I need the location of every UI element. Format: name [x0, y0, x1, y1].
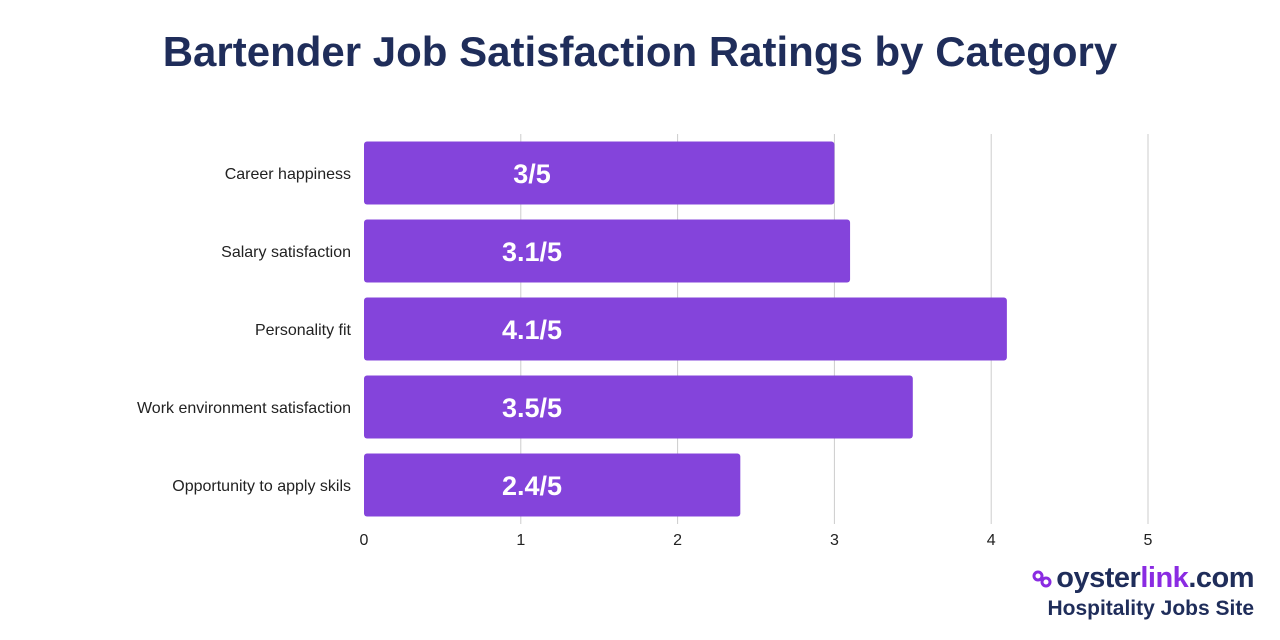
bar: [364, 375, 913, 439]
x-tick-label: 4: [987, 532, 996, 549]
x-tick-label: 1: [516, 532, 525, 549]
logo-accent: link: [1140, 562, 1189, 594]
data-label: 3.5/5: [502, 393, 562, 423]
bar: [364, 219, 851, 283]
logo-main: oyster: [1056, 562, 1141, 594]
category-label: Personality fit: [255, 322, 352, 339]
logo-tagline: Hospitality Jobs Site: [1047, 597, 1254, 620]
logo-suffix: .com: [1188, 562, 1254, 594]
x-tick-label: 3: [830, 532, 839, 549]
data-labels: 3/5 3.1/5 4.1/5 3.5/5 2.4/5: [502, 159, 562, 501]
brand-logo: oysterlink.com Hospitality Jobs Site: [1032, 562, 1254, 621]
bar: [364, 453, 741, 517]
bar: [364, 141, 835, 205]
category-labels: Career happiness Salary satisfaction Perso…: [137, 166, 352, 495]
category-label: Opportunity to apply skils: [172, 478, 351, 495]
link-icon: [1032, 570, 1052, 587]
logo-text: oysterlink.com: [1056, 562, 1254, 595]
data-label: 4.1/5: [502, 315, 562, 345]
category-label: Work environment satisfaction: [137, 400, 351, 417]
category-label: Career happiness: [225, 166, 351, 183]
x-tick-labels: 0 1 2 3 4 5: [360, 532, 1153, 549]
data-label: 3.1/5: [502, 237, 562, 267]
x-tick-label: 2: [673, 532, 682, 549]
bars: [364, 141, 1007, 517]
x-tick-label: 0: [360, 532, 369, 549]
category-label: Salary satisfaction: [221, 244, 351, 261]
bar: [364, 297, 1007, 361]
data-label: 3/5: [513, 159, 551, 189]
data-label: 2.4/5: [502, 471, 562, 501]
x-tick-label: 5: [1144, 532, 1153, 549]
chart-title: Bartender Job Satisfaction Ratings by Ca…: [162, 28, 1118, 75]
